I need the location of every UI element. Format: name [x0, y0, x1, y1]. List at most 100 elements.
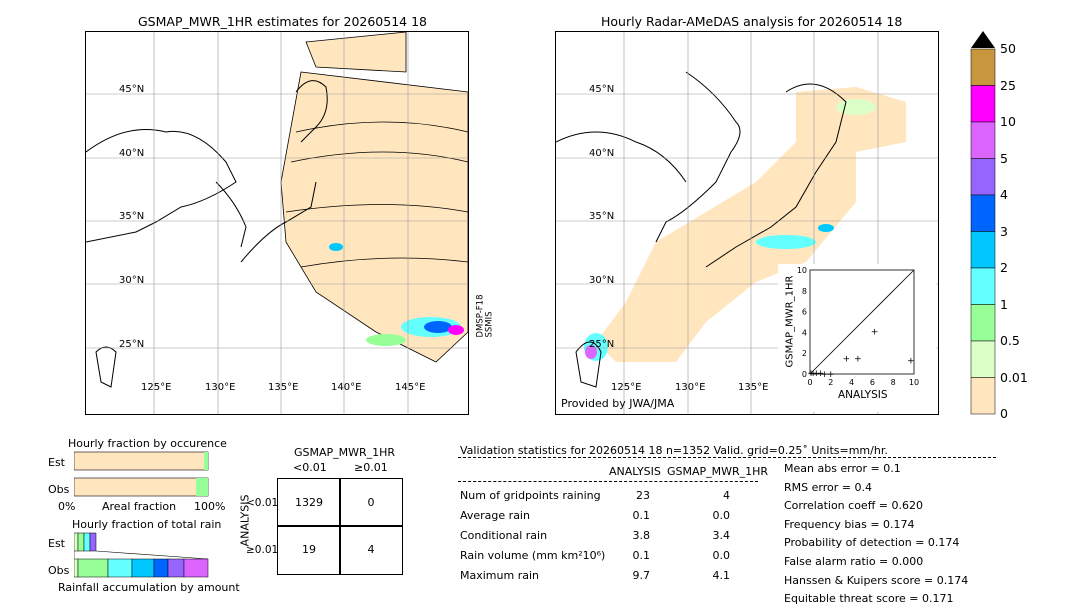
left-lon-130: 130°E	[205, 382, 236, 393]
colorbar-label: 50	[1000, 41, 1016, 56]
right-map-title: Hourly Radar-AMeDAS analysis for 2026051…	[601, 14, 903, 29]
frac-occ-title: Hourly fraction by occurence	[68, 437, 227, 450]
colorbar-label: 0.5	[1000, 333, 1020, 348]
scatter-point: +	[809, 369, 817, 379]
validation-row-analysis: 3.8	[632, 529, 651, 542]
right-lat-25: 25°N	[589, 339, 615, 350]
validation-row-label: Num of gridpoints raining	[460, 489, 601, 502]
ct-row-lt: <0.01	[246, 497, 279, 509]
colorbar-block	[970, 158, 996, 196]
frac-occ-bars	[74, 451, 209, 497]
frac-rain-obs-label: Obs	[48, 564, 70, 577]
colorbar-label: 1	[1000, 296, 1008, 312]
validation-row-gsmap: 0.0	[712, 509, 731, 522]
validation-col-analysis: ANALYSIS	[609, 465, 661, 478]
scatter-point: +	[843, 354, 851, 364]
validation-row-analysis: 0.1	[632, 509, 651, 522]
scatter-xtick: 10	[909, 378, 919, 387]
scatter-xtick: 2	[828, 378, 833, 387]
left-lat-35: 35°N	[119, 211, 145, 222]
ct-header: GSMAP_MWR_1HR	[294, 446, 396, 459]
colorbar-label: 25	[1000, 77, 1016, 93]
colorbar-block	[970, 267, 996, 305]
left-map-svg	[86, 32, 468, 414]
scatter-point: +	[907, 356, 915, 366]
ct-cell-11: 1329	[277, 478, 341, 527]
left-lat-45: 45°N	[119, 84, 145, 95]
frac-occ-est-bar	[74, 451, 209, 471]
colorbar-block	[970, 121, 996, 159]
ct-cell-21: 19	[277, 525, 341, 575]
scatter-xtick: 0	[807, 378, 812, 387]
scatter-ytick: 0	[802, 370, 807, 379]
right-lon-130: 130°E	[675, 382, 706, 393]
satellite-label-wrap: DMSP-F18 SSMIS	[470, 293, 502, 338]
one-to-one-line	[809, 269, 915, 375]
right-lon-135: 135°E	[738, 382, 769, 393]
scatter-point: +	[827, 370, 835, 380]
colorbar-label: 5	[1000, 150, 1008, 166]
validation-score: Probability of detection = 0.174	[784, 536, 960, 550]
frac-occ-obs-rain	[196, 478, 208, 496]
scatter-ylabel: GSMAP_MWR_1HR	[784, 275, 796, 368]
colorbar-block	[970, 194, 996, 232]
colorbar-label: 0	[1000, 406, 1008, 421]
left-map-title: GSMAP_MWR_1HR estimates for 20260514 18	[138, 14, 427, 29]
scatter-point: +	[817, 369, 825, 379]
right-lat-35: 35°N	[589, 211, 615, 222]
right-lon-125: 125°E	[611, 382, 642, 393]
right-lat-30: 30°N	[589, 275, 615, 286]
scatter-xtick: 4	[849, 378, 854, 387]
validation-score: False alarm ratio = 0.000	[784, 555, 924, 568]
validation-row-label: Conditional rain	[460, 529, 548, 542]
colorbar-block	[970, 85, 996, 123]
frac-rain-bars	[74, 532, 209, 578]
scatter-ytick: 6	[802, 308, 807, 317]
colorbar-block	[970, 231, 996, 269]
frac-occ-axis-mid: Areal fraction	[102, 500, 177, 513]
scatter-ytick: 4	[802, 328, 807, 337]
ct-cell-22: 4	[339, 525, 403, 575]
left-lon-140: 140°E	[331, 382, 362, 393]
frac-rain-title: Hourly fraction of total rain	[72, 518, 222, 531]
validation-rule-top	[458, 457, 996, 458]
left-lat-25: 25°N	[119, 339, 145, 350]
left-lat-30: 30°N	[119, 275, 145, 286]
validation-header: Validation statistics for 20260514 18 n=…	[460, 444, 888, 457]
scatter-point: +	[871, 327, 879, 337]
validation-row-gsmap: 4.1	[712, 569, 731, 582]
scatter-xtick: 8	[891, 378, 896, 387]
colorbar-label: 4	[1000, 187, 1008, 202]
ct-col-ge: ≥0.01	[354, 461, 388, 474]
scatter-ytick: 2	[802, 349, 807, 358]
right-map-panel: 45°N 40°N 35°N 30°N 25°N 125°E 130°E 135…	[555, 31, 939, 415]
left-lon-145: 145°E	[395, 382, 426, 393]
validation-score: RMS error = 0.4	[784, 480, 872, 494]
right-lat-45: 45°N	[589, 84, 615, 95]
scatter-xtick: 6	[870, 378, 875, 387]
colorbar-block	[970, 340, 996, 378]
satellite-label: DMSP-F18 SSMIS	[475, 294, 495, 338]
validation-row-gsmap: 4	[723, 489, 730, 502]
frac-occ-obs-label: Obs	[48, 483, 70, 496]
frac-rain-est-label: Est	[48, 537, 65, 550]
validation-row-gsmap: 3.4	[712, 529, 731, 542]
ct-col-lt: <0.01	[293, 461, 327, 474]
frac-occ-axis-left: 0%	[58, 500, 76, 513]
scatter-point: +	[807, 369, 815, 379]
validation-rule-mid	[458, 481, 758, 482]
validation-row-analysis: 0.1	[632, 549, 651, 562]
right-map-svg	[556, 32, 938, 414]
colorbar-block	[970, 377, 996, 415]
colorbar-label: 10	[1000, 114, 1016, 129]
validation-row-label: Maximum rain	[460, 569, 539, 582]
validation-row-label: Average rain	[460, 509, 530, 522]
left-map-panel: 45°N 40°N 35°N 30°N 25°N 125°E 130°E 135…	[85, 31, 469, 415]
colorbar	[970, 31, 996, 415]
validation-row-label: Rain volume (mm km²10⁶)	[460, 549, 606, 562]
data-credit: Provided by JWA/JMA	[561, 397, 675, 410]
scatter-ytick: 10	[797, 266, 807, 275]
validation-score: Mean abs error = 0.1	[784, 462, 901, 475]
validation-score: Equitable threat score = 0.171	[784, 592, 954, 606]
scatter-point: +	[812, 369, 820, 379]
